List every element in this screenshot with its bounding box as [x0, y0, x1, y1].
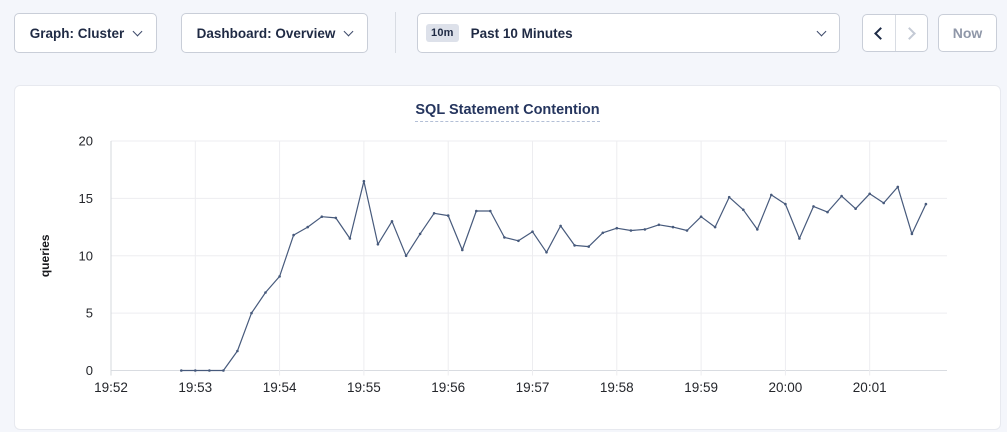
series-point	[390, 220, 394, 223]
series-point	[756, 228, 759, 231]
series-point	[559, 224, 562, 228]
toolbar-divider	[395, 12, 396, 53]
series-point	[742, 208, 745, 212]
sql-contention-chart: 0 5 10 15 20 19:52 19:53 19:54 19:55 19:56 19:57 19…	[38, 134, 947, 395]
chevron-right-icon	[903, 26, 917, 40]
now-button[interactable]: Now	[938, 14, 997, 52]
next-time-button[interactable]	[894, 15, 927, 51]
chevron-down-icon	[343, 26, 354, 36]
chevron-left-icon	[874, 26, 887, 40]
series-point	[278, 275, 281, 278]
series-point	[882, 201, 885, 205]
series-point	[699, 215, 703, 218]
series-point	[503, 236, 506, 239]
series-point	[306, 225, 310, 229]
chevron-down-icon	[816, 26, 827, 36]
series-point	[236, 349, 239, 353]
x-tick-label: 20:00	[769, 380, 803, 395]
x-tick-label: 19:59	[684, 380, 718, 395]
series-point	[896, 185, 900, 189]
series-point	[531, 230, 534, 233]
x-tick-label: 19:57	[516, 380, 550, 395]
series-point	[573, 244, 576, 247]
series-point	[461, 248, 464, 252]
series-point	[545, 251, 548, 254]
series-point	[475, 209, 478, 213]
series-point	[685, 229, 689, 232]
time-range-badge: 10m	[426, 24, 459, 42]
series-point	[222, 369, 225, 372]
series-point	[489, 209, 492, 213]
y-axis-title: queries	[38, 234, 52, 277]
series-point	[264, 291, 267, 294]
x-tick-label: 19:58	[600, 380, 634, 395]
chevron-down-icon	[132, 26, 143, 36]
series-point	[362, 179, 366, 183]
series-point	[180, 369, 183, 372]
series-point	[376, 243, 380, 246]
series-point	[784, 202, 787, 206]
chart-title[interactable]: SQL Statement Contention	[415, 102, 600, 122]
series-point	[418, 232, 422, 236]
series-point	[727, 195, 731, 199]
prev-time-button[interactable]	[863, 15, 895, 51]
series-point	[320, 215, 324, 218]
series-point	[432, 212, 436, 215]
x-tick-label: 19:53	[178, 380, 212, 395]
series-point	[826, 210, 829, 214]
series-point	[404, 254, 408, 258]
time-nav-group	[862, 14, 928, 52]
x-tick-label: 20:01	[853, 380, 887, 395]
series-line	[180, 180, 927, 372]
series-point	[868, 192, 871, 196]
graph-dropdown[interactable]: Graph: Cluster	[14, 13, 157, 53]
series-point	[517, 239, 520, 243]
series-point	[601, 231, 605, 235]
series-point	[671, 225, 675, 229]
time-range-label: Past 10 Minutes	[470, 25, 573, 41]
series-point	[770, 193, 773, 197]
dashboard-dropdown-label: Dashboard: Overview	[196, 25, 336, 41]
chart-title-row: SQL Statement Contention	[15, 101, 1000, 123]
series-point	[292, 233, 295, 237]
series-point	[812, 205, 815, 208]
series-point	[587, 245, 590, 248]
series-point	[208, 369, 211, 372]
series-point	[840, 194, 843, 198]
series-point	[910, 232, 914, 236]
y-tick-label: 20	[79, 134, 93, 149]
y-tick-label: 0	[86, 363, 93, 378]
series-point	[643, 228, 647, 231]
y-tick-label: 5	[86, 306, 93, 321]
series-point	[348, 237, 352, 240]
series-point	[657, 223, 661, 227]
series-point	[615, 226, 619, 230]
series-point	[854, 207, 857, 210]
series-point	[629, 229, 633, 232]
series-point	[446, 214, 450, 217]
x-tick-label: 19:54	[263, 380, 297, 395]
x-tick-label: 19:56	[431, 380, 465, 395]
y-tick-label: 15	[79, 191, 93, 206]
series-point	[194, 369, 197, 372]
series-point	[713, 225, 717, 229]
y-tick-label: 10	[79, 248, 93, 263]
series-point	[334, 216, 338, 220]
series-point	[924, 202, 928, 206]
time-range-dropdown[interactable]: 10m Past 10 Minutes	[417, 13, 840, 53]
series-point	[798, 237, 801, 240]
series-point	[250, 311, 253, 315]
dashboard-dropdown[interactable]: Dashboard: Overview	[181, 13, 368, 53]
graph-dropdown-label: Graph: Cluster	[29, 25, 125, 41]
x-tick-label: 19:52	[94, 380, 128, 395]
chart-card: SQL Statement Contention 0 5 10 15 20 19:52 19…	[14, 85, 1001, 430]
x-tick-label: 19:55	[347, 380, 381, 395]
